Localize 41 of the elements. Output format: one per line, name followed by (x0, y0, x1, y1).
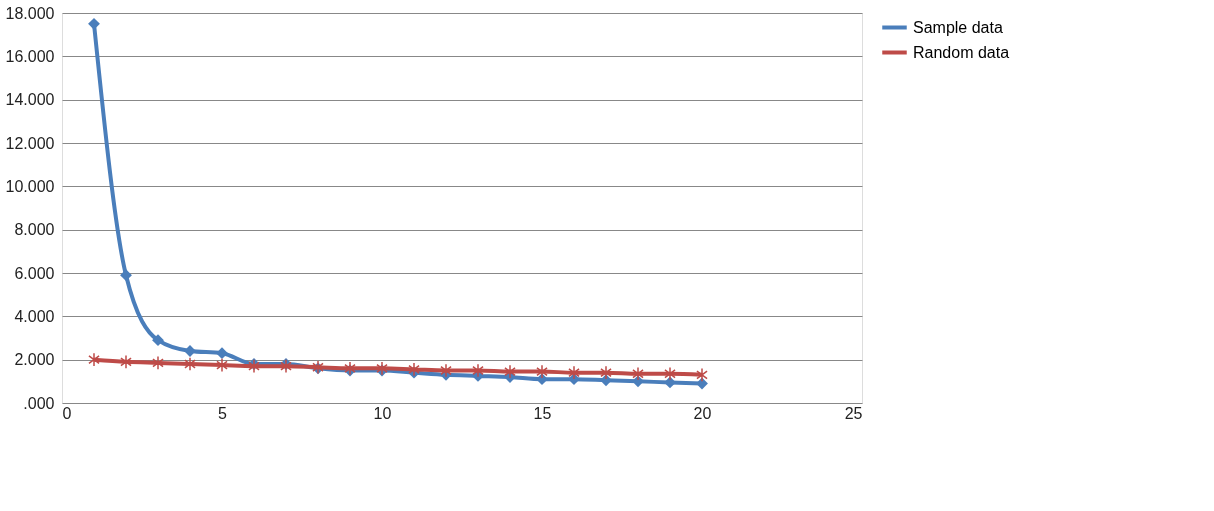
y-tick-label: 10.000 (5, 177, 55, 195)
point (408, 362, 420, 377)
point (216, 358, 228, 373)
point (664, 376, 676, 389)
point (696, 367, 708, 382)
point (440, 363, 452, 378)
point (664, 366, 676, 381)
y-tick-label: 8.000 (14, 221, 55, 239)
point (632, 366, 644, 381)
y-tick-label: 16.000 (5, 47, 55, 65)
y-tick-label: 12.000 (5, 134, 55, 152)
point (280, 359, 292, 374)
x-tick-label: 10 (373, 404, 392, 422)
legend-label: Random data (913, 43, 1010, 61)
y-tick-label: 6.000 (14, 264, 55, 282)
y-tick-label: 2.000 (14, 351, 55, 369)
x-tick-label: 0 (62, 404, 72, 422)
point (88, 17, 100, 30)
point (120, 269, 132, 282)
point (600, 365, 612, 380)
point (248, 359, 260, 374)
x-tick-label: 15 (533, 404, 552, 422)
point (696, 377, 708, 390)
y-tick-label: 14.000 (5, 91, 55, 109)
point (152, 334, 164, 347)
point (568, 365, 580, 380)
x-tick-label: 20 (693, 404, 712, 422)
y-tick-label: 18.000 (5, 4, 55, 22)
point (536, 364, 548, 379)
point (216, 347, 228, 360)
y-tick-label: .000 (23, 394, 55, 412)
x-tick-label: 5 (218, 404, 228, 422)
point (152, 355, 164, 370)
point (184, 356, 196, 372)
point (504, 364, 516, 379)
y-tick-label: 4.000 (14, 307, 55, 325)
point (472, 363, 484, 378)
point (88, 352, 100, 367)
legend-label: Sample data (913, 18, 1003, 36)
point (120, 354, 132, 369)
x-tick-label: 25 (844, 404, 863, 422)
